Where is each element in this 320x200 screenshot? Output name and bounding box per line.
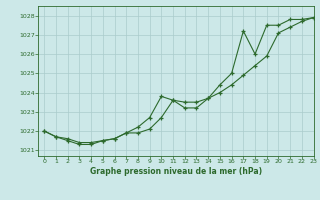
X-axis label: Graphe pression niveau de la mer (hPa): Graphe pression niveau de la mer (hPa) bbox=[90, 167, 262, 176]
